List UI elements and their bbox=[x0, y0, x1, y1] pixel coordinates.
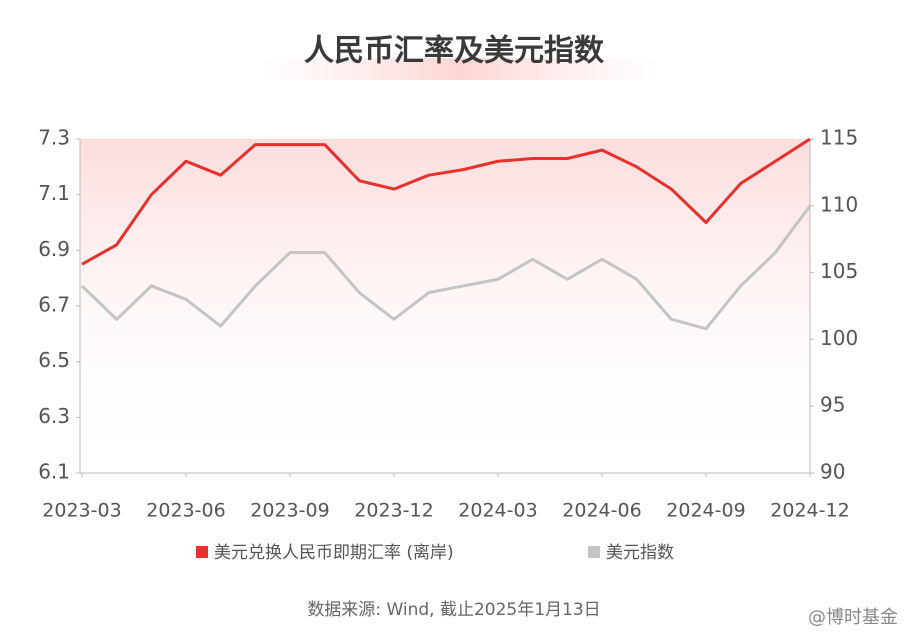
x-tick-label: 2023-06 bbox=[146, 500, 225, 522]
y-tick-label: 6.9 bbox=[38, 237, 70, 261]
plot: 6.1 6.3 6.5 6.7 6.9 7.1 7.3 90 95 100 105 110 115 202… bbox=[38, 126, 858, 522]
legend-swatch bbox=[196, 546, 208, 558]
y2-tick-label: 105 bbox=[820, 259, 858, 283]
title-band bbox=[260, 58, 660, 80]
x-tick-label: 2024-06 bbox=[562, 500, 641, 522]
y2-tick-label: 115 bbox=[820, 126, 858, 150]
legend-swatch bbox=[588, 546, 600, 558]
legend-label: 美元指数 bbox=[606, 543, 674, 563]
chart-title: 人民币汇率及美元指数 bbox=[304, 34, 605, 69]
y-tick-label: 6.3 bbox=[38, 404, 70, 428]
legend-label: 美元兑换人民币即期汇率 (离岸) bbox=[214, 543, 454, 563]
x-tick-label: 2024-12 bbox=[770, 500, 849, 522]
x-tick-label: 2023-12 bbox=[354, 500, 433, 522]
x-tick-label: 2023-09 bbox=[250, 500, 329, 522]
y-tick-label: 6.7 bbox=[38, 293, 70, 317]
x-tick-label: 2024-03 bbox=[458, 500, 537, 522]
series-line bbox=[81, 137, 811, 266]
y2-tick-label: 90 bbox=[820, 460, 845, 484]
x-tick-label: 2023-03 bbox=[42, 500, 121, 522]
y2-tick-label: 100 bbox=[820, 326, 858, 350]
y-tick-label: 6.1 bbox=[38, 460, 70, 484]
series-line bbox=[80, 204, 812, 331]
plot-fill bbox=[80, 139, 810, 473]
x-tick-label: 2024-09 bbox=[666, 500, 745, 522]
y2-tick-label: 95 bbox=[820, 393, 845, 417]
watermark: @博时基金 bbox=[808, 607, 898, 628]
source-note: 数据来源: Wind, 截止2025年1月13日 bbox=[307, 600, 600, 620]
y-tick-label: 6.5 bbox=[38, 348, 70, 372]
y2-tick-label: 110 bbox=[820, 192, 858, 216]
y-tick-label: 7.1 bbox=[38, 181, 70, 205]
y-tick-label: 7.3 bbox=[38, 126, 70, 150]
